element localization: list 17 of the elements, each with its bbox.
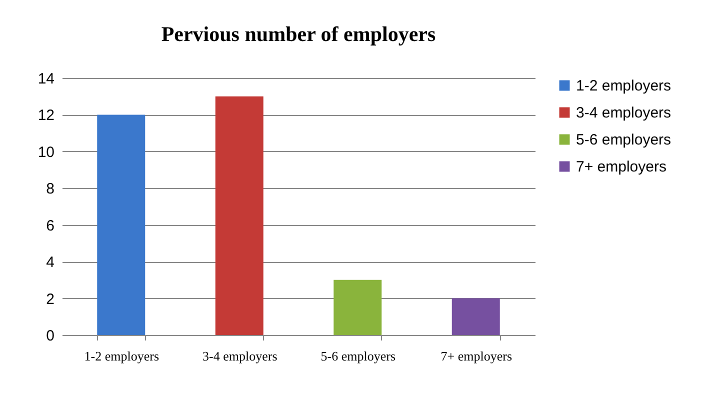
legend-label: 1-2 employers — [576, 78, 672, 94]
legend-label: 5-6 employers — [576, 132, 672, 148]
y-tick-label: 12 — [38, 107, 54, 124]
y-tick-label: 6 — [46, 217, 54, 234]
x-tick-label: 5-6 employers — [320, 348, 396, 364]
x-tick-label: 3-4 employers — [202, 348, 278, 364]
y-tick-label: 0 — [46, 328, 54, 344]
chart-title: Pervious number of employers — [161, 22, 436, 46]
y-tick-label: 10 — [38, 144, 54, 161]
legend-label: 7+ employers — [576, 158, 666, 176]
x-tick-label: 1-2 employers — [84, 348, 159, 364]
x-tick-label: 7+ employers — [440, 348, 512, 364]
y-tick-label: 4 — [46, 254, 54, 272]
y-tick-label: 14 — [38, 70, 54, 88]
legend-label: 3-4 employers — [576, 104, 672, 122]
y-tick-label: 2 — [46, 290, 54, 308]
y-tick-label: 8 — [46, 180, 54, 198]
